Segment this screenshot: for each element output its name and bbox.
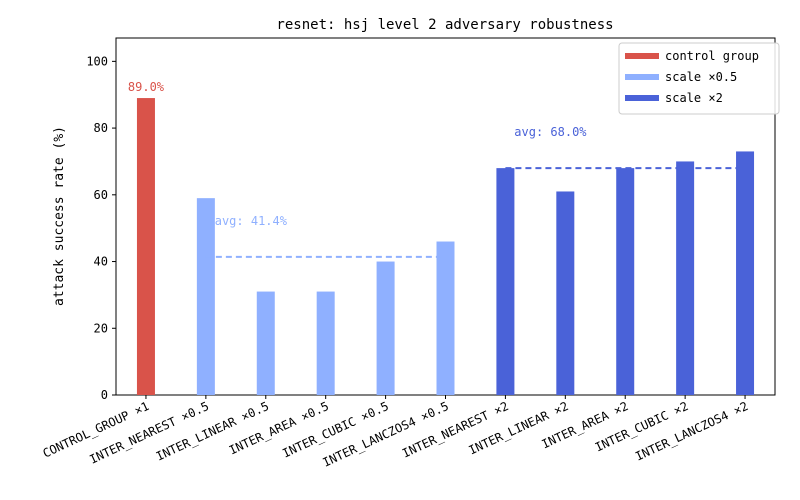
legend-entry: scale ×0.5 (665, 70, 737, 84)
y-tick-label: 60 (94, 188, 108, 202)
legend-swatch (625, 95, 659, 101)
bar (556, 191, 575, 395)
legend-entry: scale ×2 (665, 91, 723, 105)
legend-entry: control group (665, 49, 759, 63)
bar (136, 98, 155, 395)
bar (376, 261, 395, 395)
bar (256, 291, 275, 395)
x-tick-label: INTER_AREA ×0.5 (227, 399, 331, 457)
y-tick-label: 20 (94, 321, 108, 335)
legend-swatch (625, 53, 659, 59)
legend: control group scale ×0.5 scale ×2 (618, 42, 780, 115)
y-tick-label: 100 (86, 54, 108, 68)
legend-swatch (625, 74, 659, 80)
bar (676, 161, 695, 395)
bar (736, 151, 755, 395)
y-axis-label: attack success rate (%) (52, 126, 67, 306)
average-label: avg: 41.4% (215, 214, 288, 228)
bar (316, 291, 335, 395)
bar (436, 241, 455, 395)
x-tick-label: INTER_NEAREST ×2 (400, 399, 511, 461)
y-tick-label: 40 (94, 255, 108, 269)
x-tick-label: INTER_LINEAR ×2 (466, 399, 570, 457)
y-tick-label: 80 (94, 121, 108, 135)
average-label: avg: 68.0% (514, 125, 587, 139)
bar (496, 168, 515, 395)
bar (196, 198, 215, 395)
data-label: 89.0% (128, 80, 165, 94)
chart-title: resnet: hsj level 2 adversary robustness (276, 17, 613, 33)
x-tick-label: INTER_LANCZOS4 ×2 (633, 399, 750, 464)
bar (616, 168, 635, 395)
y-tick-label: 0 (101, 388, 108, 402)
